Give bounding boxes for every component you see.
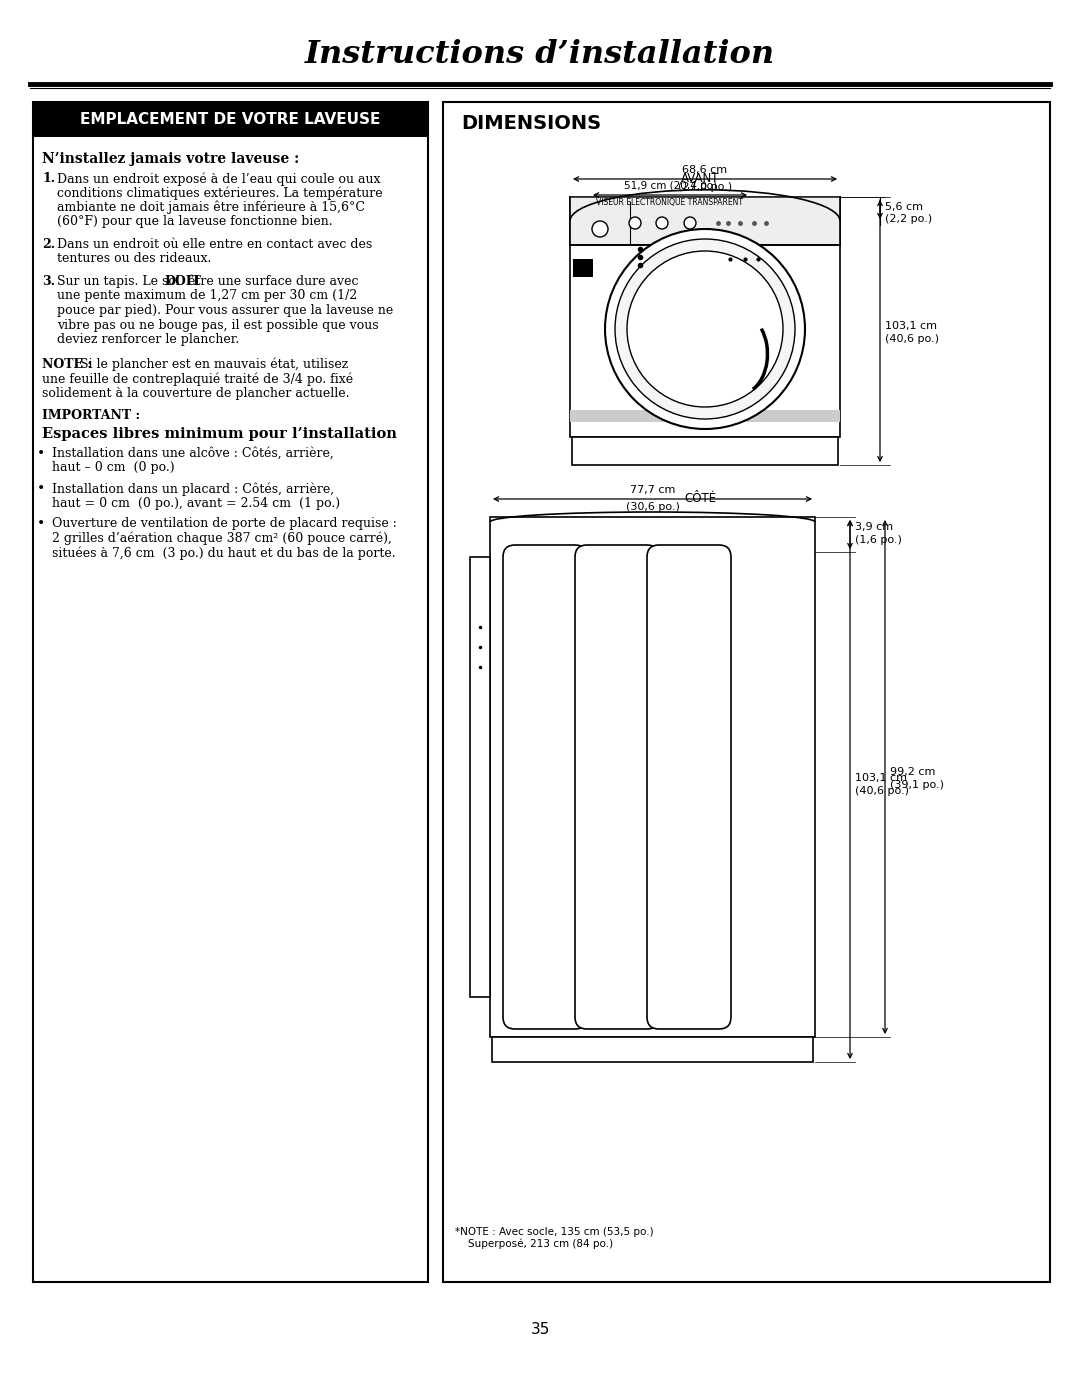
Text: une feuille de contreplaquié traité de 3/4 po. fixé: une feuille de contreplaquié traité de 3… (42, 372, 353, 386)
Text: Ouverture de ventilation de porte de placard requise :: Ouverture de ventilation de porte de pla… (52, 517, 396, 529)
Text: 2 grilles d’aération chaque 387 cm² (60 pouce carré),: 2 grilles d’aération chaque 387 cm² (60 … (52, 531, 392, 545)
Text: conditions climatiques extérieures. La température: conditions climatiques extérieures. La t… (57, 187, 382, 200)
Circle shape (592, 221, 608, 237)
Text: tentures ou des rideaux.: tentures ou des rideaux. (57, 253, 212, 265)
Text: haut – 0 cm  (0 po.): haut – 0 cm (0 po.) (52, 461, 175, 475)
Text: Instructions d’installation: Instructions d’installation (305, 39, 775, 70)
FancyBboxPatch shape (575, 545, 659, 1030)
Circle shape (605, 229, 805, 429)
Text: 103,1 cm: 103,1 cm (855, 773, 907, 782)
Text: DIMENSIONS: DIMENSIONS (461, 115, 602, 133)
Circle shape (627, 251, 783, 407)
Text: être une surface dure avec: être une surface dure avec (185, 275, 359, 288)
Circle shape (615, 239, 795, 419)
Text: 3.: 3. (42, 275, 55, 288)
Text: Dans un endroit exposé à de l’eau qui coule ou aux: Dans un endroit exposé à de l’eau qui co… (57, 172, 380, 186)
Text: ambiante ne doit jamais être inférieure à 15,6°C: ambiante ne doit jamais être inférieure … (57, 201, 365, 215)
Text: Installation dans un placard : Côtés, arrière,: Installation dans un placard : Côtés, ar… (52, 482, 334, 496)
Bar (572, 437, 838, 465)
Bar (492, 1037, 813, 1062)
Bar (490, 517, 815, 1037)
Text: Installation dans une alcôve : Côtés, arrière,: Installation dans une alcôve : Côtés, ar… (52, 447, 334, 460)
Text: Espaces libres minimum pour l’installation: Espaces libres minimum pour l’installati… (42, 427, 396, 441)
Text: haut = 0 cm  (0 po.), avant = 2.54 cm  (1 po.): haut = 0 cm (0 po.), avant = 2.54 cm (1 … (52, 496, 340, 510)
FancyBboxPatch shape (647, 545, 731, 1030)
Text: 2.: 2. (42, 237, 55, 251)
Text: Si le plancher est en mauvais état, utilisez: Si le plancher est en mauvais état, util… (76, 358, 348, 372)
Text: vibre pas ou ne bouge pas, il est possible que vous: vibre pas ou ne bouge pas, il est possib… (57, 319, 379, 331)
Text: (1,6 po.): (1,6 po.) (855, 535, 902, 545)
Text: 99,2 cm: 99,2 cm (890, 767, 935, 777)
Circle shape (684, 217, 696, 229)
Text: 3,9 cm: 3,9 cm (855, 522, 893, 532)
Text: IMPORTANT :: IMPORTANT : (42, 409, 140, 422)
Bar (33, 102, 428, 137)
Text: Dans un endroit où elle entre en contact avec des: Dans un endroit où elle entre en contact… (57, 237, 373, 251)
Text: •: • (37, 447, 45, 461)
Text: (40,6 po.): (40,6 po.) (885, 334, 939, 344)
Text: une pente maximum de 1,27 cm per 30 cm (1/2: une pente maximum de 1,27 cm per 30 cm (… (57, 289, 357, 303)
Text: 103,1 cm: 103,1 cm (885, 321, 937, 331)
Text: *NOTE : Avec socle, 135 cm (53,5 po.)
    Superposé, 213 cm (84 po.): *NOTE : Avec socle, 135 cm (53,5 po.) Su… (455, 1227, 653, 1249)
Bar (570, 197, 840, 437)
Text: Sur un tapis. Le sol: Sur un tapis. Le sol (57, 275, 184, 288)
FancyBboxPatch shape (503, 545, 588, 1030)
Text: N’installez jamais votre laveuse :: N’installez jamais votre laveuse : (42, 152, 299, 166)
Text: •: • (37, 482, 45, 496)
Text: (30,6 po.): (30,6 po.) (625, 502, 679, 511)
Text: 1.: 1. (42, 172, 55, 184)
Bar (443, 102, 1050, 1282)
Circle shape (629, 217, 642, 229)
Text: EMPLACEMENT DE VOTRE LAVEUSE: EMPLACEMENT DE VOTRE LAVEUSE (80, 112, 380, 127)
Text: 5,6 cm: 5,6 cm (885, 203, 923, 212)
Text: CÔTÉ: CÔTÉ (684, 492, 716, 504)
Text: solidement à la couverture de plancher actuelle.: solidement à la couverture de plancher a… (42, 387, 350, 400)
Bar (33, 102, 428, 1282)
Bar (570, 197, 840, 244)
Text: 51,9 cm (20,4 po): 51,9 cm (20,4 po) (623, 182, 716, 191)
Bar (470, 557, 490, 997)
Text: 68,6 cm: 68,6 cm (683, 165, 728, 175)
Text: (2,2 po.): (2,2 po.) (885, 214, 932, 224)
Text: 35: 35 (530, 1322, 550, 1337)
Text: AVANT: AVANT (680, 172, 719, 184)
Text: DOIT: DOIT (164, 275, 201, 288)
Text: NOTE :: NOTE : (42, 358, 92, 370)
Text: deviez renforcer le plancher.: deviez renforcer le plancher. (57, 332, 240, 346)
Text: (60°F) pour que la laveuse fonctionne bien.: (60°F) pour que la laveuse fonctionne bi… (57, 215, 333, 229)
Text: VISEUR ÉLECTRONIQUE TRANSPARENT: VISEUR ÉLECTRONIQUE TRANSPARENT (596, 197, 743, 207)
Text: (40,6 po.): (40,6 po.) (855, 787, 909, 796)
Circle shape (656, 217, 669, 229)
Text: situées à 7,6 cm  (3 po.) du haut et du bas de la porte.: situées à 7,6 cm (3 po.) du haut et du b… (52, 546, 395, 560)
Bar (573, 258, 593, 277)
Text: •: • (37, 517, 45, 531)
Text: pouce par pied). Pour vous assurer que la laveuse ne: pouce par pied). Pour vous assurer que l… (57, 305, 393, 317)
Text: (39,1 po.): (39,1 po.) (890, 780, 944, 789)
Text: (27,0 po.): (27,0 po.) (678, 182, 732, 191)
Bar (570, 409, 840, 422)
Text: 77,7 cm: 77,7 cm (630, 485, 675, 495)
